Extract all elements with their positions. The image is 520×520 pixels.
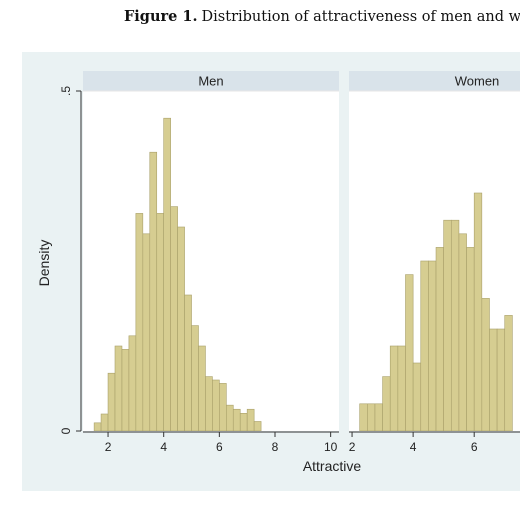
panel-men-bars bbox=[93, 117, 262, 431]
bar-men-6 bbox=[135, 213, 144, 431]
bar-men-3 bbox=[114, 345, 123, 431]
bar-women-11 bbox=[443, 219, 452, 431]
panel-women: Women bbox=[349, 71, 520, 431]
figure-title: Distribution of attractiveness of men an… bbox=[201, 9, 520, 25]
x-tick-label-men-4: 4 bbox=[160, 440, 167, 454]
bar-men-2 bbox=[107, 372, 116, 431]
facet-label-women: Women bbox=[455, 74, 500, 89]
bar-women-12 bbox=[450, 219, 460, 431]
facet-label-men: Men bbox=[198, 74, 223, 89]
bar-women-15 bbox=[473, 192, 483, 431]
bar-men-21 bbox=[239, 413, 248, 431]
x-tick-label-women-4: 4 bbox=[410, 440, 417, 454]
bar-women-5 bbox=[397, 345, 406, 431]
bar-men-9 bbox=[156, 213, 164, 431]
bar-men-14 bbox=[191, 325, 199, 431]
bar-women-6 bbox=[405, 274, 414, 431]
bar-men-19 bbox=[226, 404, 234, 431]
bar-men-4 bbox=[121, 349, 130, 431]
bar-women-1 bbox=[367, 403, 376, 431]
bar-women-7 bbox=[412, 362, 422, 431]
y-axis-title: Density bbox=[36, 240, 52, 287]
facet-strip-men bbox=[83, 71, 339, 91]
bar-men-0 bbox=[93, 422, 102, 431]
bar-men-23 bbox=[253, 421, 262, 431]
bar-women-2 bbox=[374, 403, 383, 431]
bar-men-10 bbox=[163, 117, 171, 431]
bar-women-9 bbox=[428, 260, 437, 431]
x-tick-label-men-2: 2 bbox=[105, 440, 112, 454]
x-tick-label-women-2: 2 bbox=[349, 440, 356, 454]
bar-women-14 bbox=[466, 247, 475, 431]
bar-women-0 bbox=[359, 403, 368, 431]
x-axis-title: Attractive bbox=[303, 458, 362, 474]
bar-men-18 bbox=[219, 383, 227, 431]
x-axis-ticks: 2 4 6 8 10 2 4 6 bbox=[105, 432, 478, 454]
y-tick-label-1: .5 bbox=[59, 86, 73, 96]
bar-men-15 bbox=[198, 345, 206, 431]
x-tick-label-men-6: 6 bbox=[216, 440, 223, 454]
x-tick-label-women-6: 6 bbox=[471, 440, 478, 454]
bar-men-22 bbox=[246, 408, 255, 431]
facet-strip-women bbox=[349, 71, 520, 91]
bar-men-16 bbox=[205, 376, 213, 431]
bar-women-8 bbox=[420, 260, 429, 431]
bar-women-18 bbox=[496, 328, 506, 431]
x-tick-label-men-10: 10 bbox=[324, 440, 338, 454]
bar-men-17 bbox=[212, 379, 220, 431]
figure-label: Figure 1. bbox=[124, 8, 198, 25]
bar-men-12 bbox=[177, 226, 185, 431]
bar-women-17 bbox=[489, 328, 498, 431]
bar-men-1 bbox=[100, 413, 109, 431]
bar-women-13 bbox=[458, 233, 467, 431]
figure-caption: Figure 1. Distribution of attractiveness … bbox=[0, 8, 520, 25]
axes: 0.5 2 4 6 8 10 2 4 6 Density Attractive bbox=[36, 86, 520, 474]
panel-women-bars bbox=[359, 192, 513, 431]
bar-men-20 bbox=[232, 408, 241, 431]
bar-men-7 bbox=[142, 233, 151, 431]
bar-women-16 bbox=[481, 298, 490, 431]
bar-men-5 bbox=[128, 335, 137, 431]
bar-women-19 bbox=[504, 315, 513, 431]
y-axis-ticks: 0.5 bbox=[59, 86, 81, 434]
panel-men: Men bbox=[83, 71, 339, 431]
x-tick-label-men-8: 8 bbox=[272, 440, 279, 454]
y-tick-label-0: 0 bbox=[59, 427, 73, 434]
bar-women-4 bbox=[389, 345, 399, 431]
bar-women-3 bbox=[382, 376, 391, 431]
bar-men-8 bbox=[149, 151, 158, 431]
bar-men-13 bbox=[184, 294, 192, 431]
bar-men-11 bbox=[170, 206, 178, 431]
bar-women-10 bbox=[435, 247, 444, 431]
